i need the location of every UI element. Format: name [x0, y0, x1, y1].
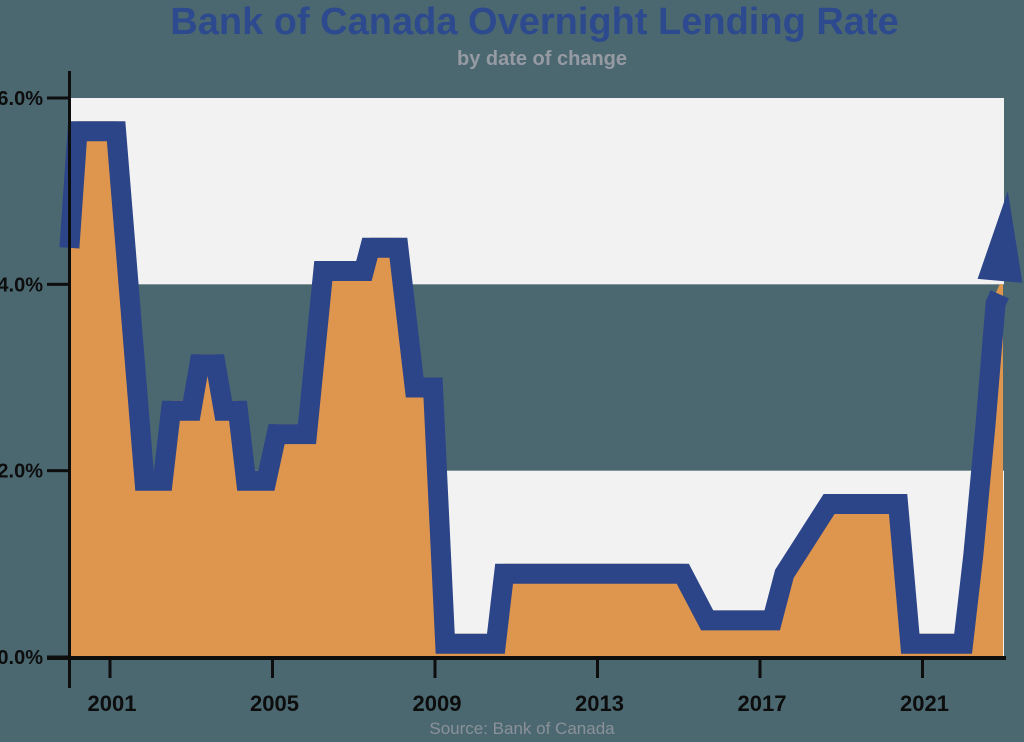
x-tick — [921, 660, 924, 678]
chart-subtitle: by date of change — [456, 48, 628, 70]
y-tick — [47, 655, 71, 659]
rate-area-fill — [69, 121, 1003, 661]
plot-band — [69, 98, 1004, 285]
x-axis-line — [47, 656, 1006, 660]
rising-rate-arrow-icon — [977, 191, 1023, 283]
chart-title: Bank of Canada Overnight Lending Rate — [170, 1, 899, 43]
y-axis-labels: 6.0% 4.0% 2.0% 0.0% — [0, 88, 43, 669]
y-tick — [47, 469, 71, 473]
x-axis-ticks — [108, 660, 924, 678]
y-tick-label: 2.0% — [0, 461, 43, 483]
y-axis-line — [68, 71, 71, 688]
x-tick-label: 2001 — [88, 691, 137, 716]
source-note: Source: Bank of Canada — [429, 719, 615, 738]
x-tick-label: 2021 — [900, 691, 949, 716]
x-tick-label: 2017 — [738, 691, 787, 716]
x-tick-label: 2013 — [575, 691, 624, 716]
y-axis-ticks — [47, 96, 71, 659]
x-tick — [596, 660, 599, 678]
x-tick — [433, 660, 437, 678]
y-tick-label: 6.0% — [0, 88, 43, 110]
x-tick — [271, 660, 274, 678]
x-tick-label: 2009 — [413, 691, 462, 716]
x-tick — [758, 660, 762, 678]
y-tick-label: 4.0% — [0, 274, 43, 296]
rate-line — [59, 121, 1009, 654]
y-tick — [47, 96, 71, 100]
x-tick-label: 2005 — [250, 691, 299, 716]
x-axis-labels: 2001 2005 2009 2013 2017 2021 — [88, 691, 949, 716]
x-tick — [108, 660, 112, 678]
y-tick-label: 0.0% — [0, 647, 43, 669]
y-tick — [47, 282, 71, 286]
